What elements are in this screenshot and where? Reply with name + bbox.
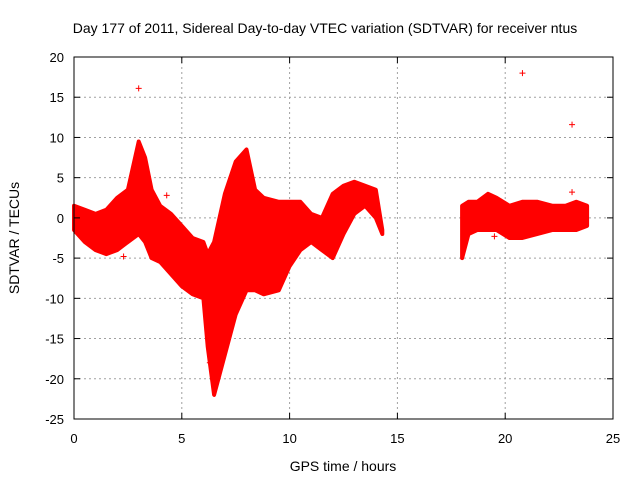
- outlier-point: [135, 85, 142, 92]
- outlier-point: [569, 189, 576, 196]
- chart-title: Day 177 of 2011, Sidereal Day-to-day VTE…: [73, 20, 577, 36]
- y-tick-label: 15: [50, 90, 64, 105]
- outlier-point: [163, 192, 170, 199]
- axis-ticks: [73, 56, 614, 420]
- data-bands: [72, 139, 590, 397]
- y-tick-label: -20: [45, 372, 64, 387]
- y-tick-label: -25: [45, 412, 64, 427]
- y-tick-label: -10: [45, 291, 64, 306]
- y-tick-labels: 20 15 10 5 0 -5 -10 -15 -20 -25: [45, 50, 64, 427]
- y-tick-label: -15: [45, 332, 64, 347]
- outlier-point: [491, 233, 498, 240]
- x-tick-label: 25: [606, 431, 620, 446]
- data-band: [72, 139, 385, 397]
- x-tick-label: 5: [178, 431, 185, 446]
- plot-frame: [73, 56, 614, 420]
- x-tick-label: 10: [282, 431, 296, 446]
- outlier-point: [120, 253, 127, 260]
- y-axis-label: SDTVAR / TECUs: [6, 182, 22, 294]
- outlier-point: [569, 121, 576, 128]
- outlier-point: [206, 359, 213, 366]
- outlier-point: [519, 70, 526, 77]
- x-tick-labels: 0 5 10 15 20 25: [70, 431, 620, 446]
- y-tick-label: 5: [57, 171, 64, 186]
- y-tick-label: 20: [50, 50, 64, 65]
- x-tick-label: 0: [70, 431, 77, 446]
- x-axis-label: GPS time / hours: [290, 458, 397, 474]
- x-tick-label: 20: [498, 431, 512, 446]
- outlier-points: [120, 70, 576, 366]
- y-tick-label: -5: [52, 251, 64, 266]
- y-tick-label: 0: [57, 211, 64, 226]
- data-band: [460, 191, 590, 261]
- y-tick-label: 10: [50, 130, 64, 145]
- x-tick-label: 15: [390, 431, 404, 446]
